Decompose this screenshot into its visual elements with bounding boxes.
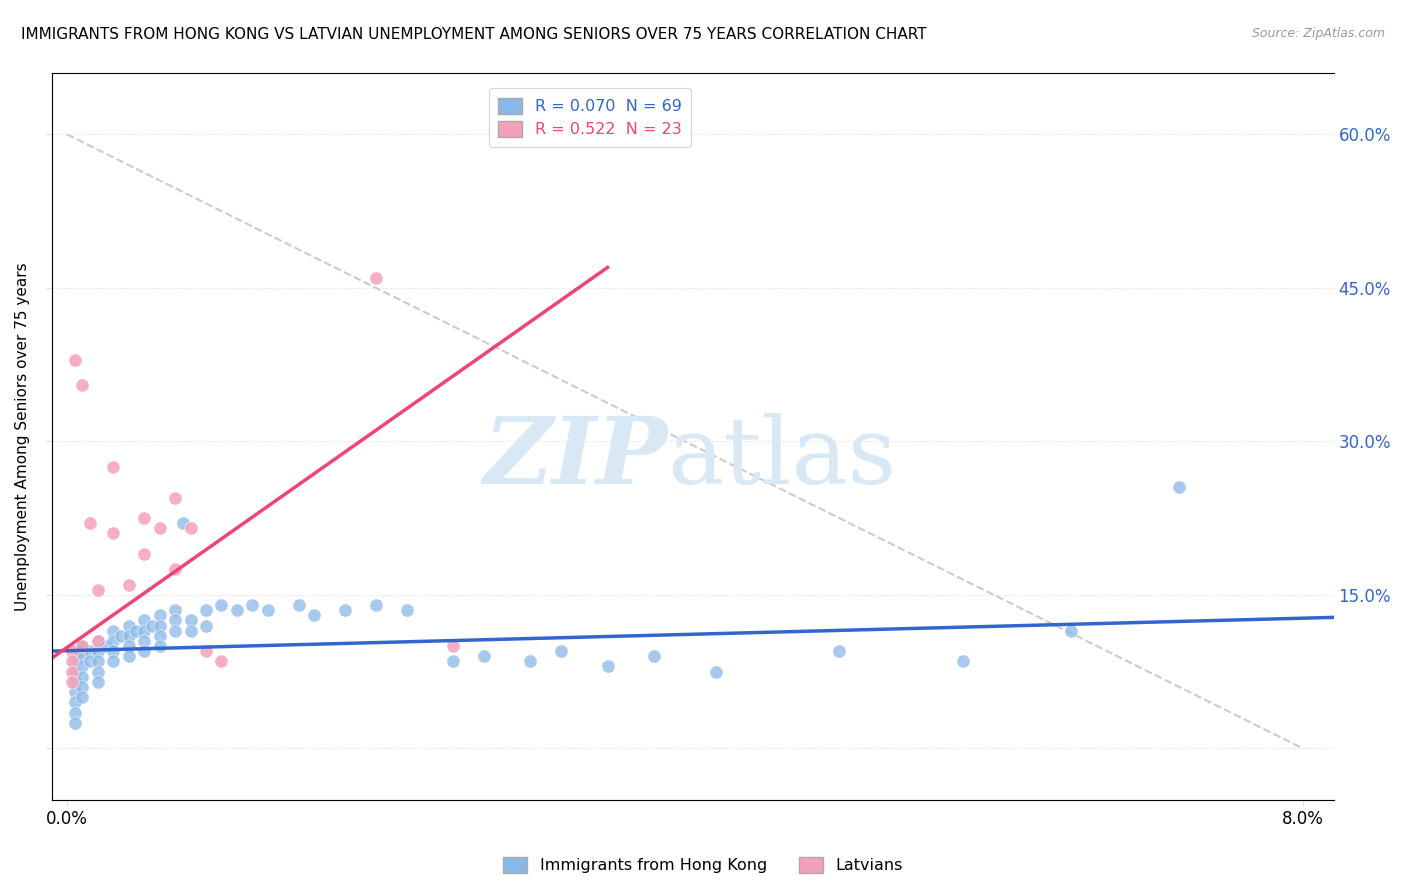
Point	[118, 649, 141, 664]
Point	[63, 695, 86, 709]
Legend: R = 0.070  N = 69, R = 0.522  N = 23: R = 0.070 N = 69, R = 0.522 N = 23	[489, 88, 692, 147]
Point	[79, 516, 101, 531]
Point	[165, 624, 187, 638]
Text: Source: ZipAtlas.com: Source: ZipAtlas.com	[1251, 27, 1385, 40]
Point	[63, 352, 86, 367]
Point	[60, 674, 83, 689]
Point	[63, 685, 86, 699]
Point	[87, 674, 110, 689]
Point	[72, 670, 94, 684]
Point	[134, 511, 156, 525]
Point	[149, 618, 172, 632]
Point	[63, 706, 86, 720]
Point	[79, 654, 101, 668]
Point	[704, 665, 727, 679]
Point	[67, 644, 90, 658]
Point	[134, 547, 156, 561]
Point	[211, 654, 233, 668]
Point	[550, 644, 572, 658]
Point	[134, 624, 156, 638]
Point	[172, 516, 194, 531]
Point	[165, 562, 187, 576]
Point	[395, 603, 418, 617]
Point	[195, 644, 218, 658]
Point	[333, 603, 356, 617]
Point	[134, 634, 156, 648]
Point	[72, 659, 94, 673]
Point	[72, 649, 94, 664]
Point	[828, 644, 851, 658]
Point	[63, 715, 86, 730]
Point	[149, 639, 172, 653]
Point	[165, 603, 187, 617]
Y-axis label: Unemployment Among Seniors over 75 years: Unemployment Among Seniors over 75 years	[15, 262, 30, 610]
Point	[134, 644, 156, 658]
Point	[180, 624, 202, 638]
Point	[441, 654, 464, 668]
Point	[87, 634, 110, 648]
Point	[287, 598, 309, 612]
Point	[79, 644, 101, 658]
Point	[87, 582, 110, 597]
Point	[165, 491, 187, 505]
Point	[103, 459, 125, 474]
Point	[110, 629, 132, 643]
Point	[240, 598, 263, 612]
Point	[1060, 624, 1083, 638]
Point	[1168, 480, 1191, 494]
Point	[165, 614, 187, 628]
Point	[149, 629, 172, 643]
Point	[118, 618, 141, 632]
Point	[103, 526, 125, 541]
Text: ZIP: ZIP	[482, 413, 666, 503]
Point	[149, 608, 172, 623]
Text: atlas: atlas	[666, 413, 896, 503]
Point	[149, 521, 172, 535]
Point	[103, 644, 125, 658]
Point	[87, 665, 110, 679]
Point	[72, 378, 94, 392]
Point	[87, 654, 110, 668]
Point	[103, 634, 125, 648]
Text: IMMIGRANTS FROM HONG KONG VS LATVIAN UNEMPLOYMENT AMONG SENIORS OVER 75 YEARS CO: IMMIGRANTS FROM HONG KONG VS LATVIAN UNE…	[21, 27, 927, 42]
Point	[211, 598, 233, 612]
Point	[63, 654, 86, 668]
Point	[180, 614, 202, 628]
Point	[125, 624, 148, 638]
Legend: Immigrants from Hong Kong, Latvians: Immigrants from Hong Kong, Latvians	[496, 850, 910, 880]
Point	[63, 674, 86, 689]
Point	[60, 654, 83, 668]
Point	[63, 665, 86, 679]
Point	[596, 659, 619, 673]
Point	[72, 639, 94, 653]
Point	[87, 644, 110, 658]
Point	[180, 521, 202, 535]
Point	[643, 649, 665, 664]
Point	[72, 639, 94, 653]
Point	[519, 654, 541, 668]
Point	[441, 639, 464, 653]
Point	[103, 654, 125, 668]
Point	[118, 629, 141, 643]
Point	[134, 614, 156, 628]
Point	[103, 624, 125, 638]
Point	[118, 577, 141, 591]
Point	[195, 603, 218, 617]
Point	[72, 680, 94, 694]
Point	[364, 598, 387, 612]
Point	[195, 618, 218, 632]
Point	[302, 608, 325, 623]
Point	[225, 603, 247, 617]
Point	[94, 639, 117, 653]
Point	[472, 649, 495, 664]
Point	[87, 634, 110, 648]
Point	[60, 665, 83, 679]
Point	[256, 603, 278, 617]
Point	[952, 654, 974, 668]
Point	[118, 639, 141, 653]
Point	[72, 690, 94, 705]
Point	[141, 618, 163, 632]
Point	[364, 270, 387, 285]
Point	[60, 644, 83, 658]
